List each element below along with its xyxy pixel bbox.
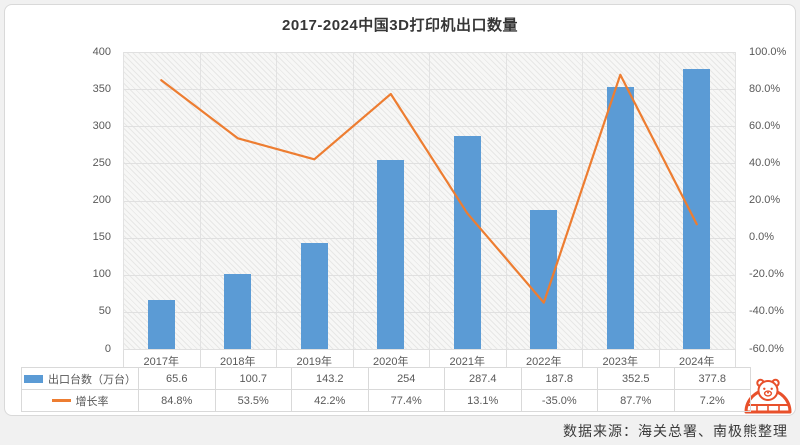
chart-title: 2017-2024中国3D打印机出口数量 [282,17,518,34]
left-axis-tick-label: 100 [92,268,111,281]
x-axis-tick-mark [505,349,507,367]
x-axis-tick-mark [123,349,124,367]
bar-2019年 [300,242,328,349]
left-axis-tick-label: 0 [104,342,111,355]
table-value-cell: 53.5% [214,389,292,412]
bar-2022年 [530,209,558,349]
legend-cell: 出口台数（万台） [21,367,139,390]
table-value-cell: 143.2 [291,367,369,390]
bar-2020年 [377,160,405,349]
left-axis-tick-label: 200 [92,194,111,206]
x-axis-label-2019年: 2019年 [296,356,332,368]
table-value-cell: 65.6 [138,367,216,390]
table-value-cell: -35.0% [520,389,598,412]
x-axis-label-2021年: 2021年 [449,356,485,368]
gridline-vertical [199,52,201,349]
table-value-cell: 287.4 [444,367,522,390]
left-axis-tick-label: 250 [92,156,111,169]
gridline-vertical [582,52,583,349]
table-value-cell: 100.7 [214,367,292,390]
x-axis-label-2024年: 2024年 [679,356,715,368]
right-axis-tick-label: 100.0% [749,45,787,58]
table-value-cell: 7.2% [673,389,751,412]
table-value-cell: 77.4% [367,389,445,412]
bar-series-key-icon [24,374,43,383]
x-axis-tick-mark [735,349,736,367]
x-axis-label-2023年: 2023年 [602,356,638,368]
series-name: 出口台数（万台） [48,373,136,386]
bar-2017年 [147,300,175,349]
table-value-cell: 42.2% [291,389,369,412]
left-axis-tick-label: 50 [98,305,111,318]
gridline-vertical [429,52,430,349]
growth-rate-polyline [160,73,698,304]
table-value-cell: 84.8% [138,389,216,412]
line-series-key-icon [51,399,71,402]
gridline-vertical [276,52,277,349]
left-axis-tick-label: 350 [92,82,111,95]
gridline-vertical [505,52,507,349]
chart-card: 2017-2024中国3D打印机出口数量 0 -60.0% 50 -40.0% 100 -… [4,4,796,416]
source-note: 数据来源：海关总署、南极熊整理 [563,425,788,440]
right-axis-tick-label: 80.0% [749,82,781,95]
gridline-vertical [658,52,660,349]
x-axis-tick-mark [429,349,430,367]
bar-2018年 [224,274,252,349]
gridline-horizontal [123,349,735,350]
right-axis-tick-label: 20.0% [749,194,781,206]
bear-in-igloo-logo-icon [744,378,792,414]
gridline-vertical [352,52,354,349]
x-axis-label-2020年: 2020年 [373,356,409,368]
x-axis-tick-mark [582,349,583,367]
table-value-cell: 13.1% [444,389,522,412]
table-value-cell: 377.8 [673,367,751,390]
table-value-cell: 187.8 [520,367,598,390]
left-axis-tick-label: 150 [92,231,111,244]
x-axis-label-2017年: 2017年 [143,356,179,368]
right-axis-tick-label: -60.0% [749,342,784,355]
growth-rate-line-series [160,73,698,304]
gridline-vertical [735,52,736,349]
left-axis-tick-label: 300 [92,119,111,132]
right-axis-tick-label: -20.0% [749,268,784,281]
table-row: 出口台数（万台） 65.6 100.7 143.2 254 287.4 187.8 352.5… [21,367,751,390]
table-value-cell: 87.7% [597,389,675,412]
right-axis-tick-label: 60.0% [749,119,781,132]
table-value-cell: 254 [367,367,445,390]
left-axis-tick-label: 400 [92,45,111,58]
x-axis-label-2022年: 2022年 [526,356,562,368]
table-row: 增长率 84.8% 53.5% 42.2% 77.4% 13.1% -35.0% 87.7% 7… [21,389,751,412]
x-axis-tick-mark [658,349,660,367]
x-axis-tick-mark [276,349,277,367]
x-axis-label-2018年: 2018年 [220,356,256,368]
x-axis-tick-mark [352,349,354,367]
gridline-vertical [123,52,124,349]
bar-2023年 [606,87,634,349]
legend-cell: 增长率 [21,389,139,412]
bar-2021年 [453,135,481,349]
data-table: 出口台数（万台） 65.6 100.7 143.2 254 287.4 187.8 352.5… [21,367,751,412]
x-axis-tick-mark [199,349,201,367]
right-axis-tick-label: 40.0% [749,156,781,169]
right-axis-tick-label: 0.0% [749,231,775,244]
table-value-cell: 352.5 [597,367,675,390]
series-name: 增长率 [75,395,109,408]
right-axis-tick-label: -40.0% [749,305,784,318]
